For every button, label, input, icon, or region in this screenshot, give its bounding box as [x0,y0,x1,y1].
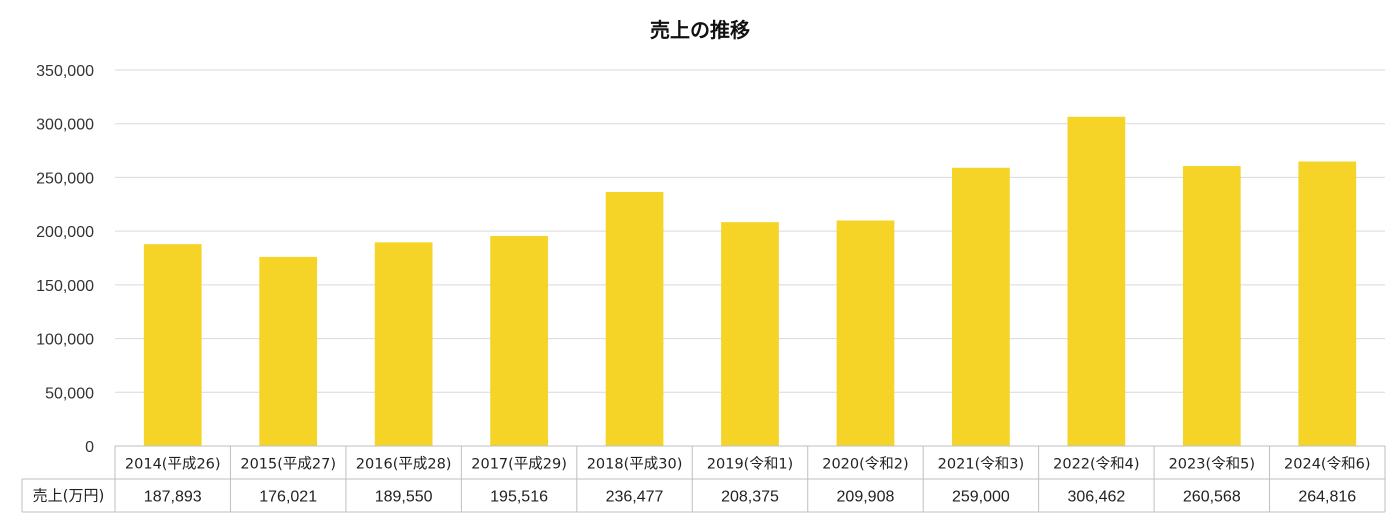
y-tick-label: 0 [85,439,94,456]
value-cell: 259,000 [952,489,1010,506]
bar [374,242,433,446]
bar [605,191,664,446]
value-cell: 189,550 [375,489,433,506]
value-cell: 209,908 [837,489,895,506]
value-cell: 187,893 [144,489,202,506]
value-cell: 208,375 [721,489,779,506]
value-cell: 236,477 [606,489,664,506]
data-table: 売上(万円) 2014(平成26) 187,893 2015(平成27) 176,021… [21,445,1386,513]
category-label: 2018(平成30) [587,456,683,473]
chart-title: 売上の推移 [650,18,750,42]
y-tick-label: 250,000 [36,170,94,187]
y-tick-label: 200,000 [36,224,94,241]
y-axis-ticks: 0 50,000 100,000 150,000 200,000 250,000 300,0… [36,63,94,456]
category-label: 2023(令和5) [1169,456,1255,473]
bar [1067,116,1126,447]
category-label: 2015(平成27) [240,456,336,473]
category-label: 2020(令和2) [822,456,908,473]
value-cell: 195,516 [490,489,548,506]
bar [259,256,318,446]
table-row-header: 売上(万円) [33,487,105,505]
bar [836,220,895,446]
category-label: 2021(令和3) [938,456,1024,473]
bar [1182,166,1241,447]
y-tick-label: 300,000 [36,117,94,134]
value-cell: 264,816 [1298,489,1356,506]
value-cell: 306,462 [1067,489,1125,506]
y-tick-label: 350,000 [36,63,94,80]
bars [143,116,1357,447]
bar [143,244,202,446]
category-label: 2022(令和4) [1053,456,1139,473]
y-tick-label: 150,000 [36,278,94,295]
bar [1298,161,1357,446]
bar [952,167,1010,446]
value-cell: 176,021 [259,489,317,506]
category-label: 2014(平成26) [125,456,221,473]
y-tick-label: 50,000 [45,385,94,402]
y-tick-label: 100,000 [36,332,94,349]
category-label: 2024(令和6) [1284,456,1370,473]
value-cell: 260,568 [1183,489,1241,506]
category-label: 2016(平成28) [356,456,452,473]
category-label: 2019(令和1) [707,456,793,473]
bar [721,222,779,446]
bar [490,235,548,446]
category-label: 2017(平成29) [471,456,567,473]
